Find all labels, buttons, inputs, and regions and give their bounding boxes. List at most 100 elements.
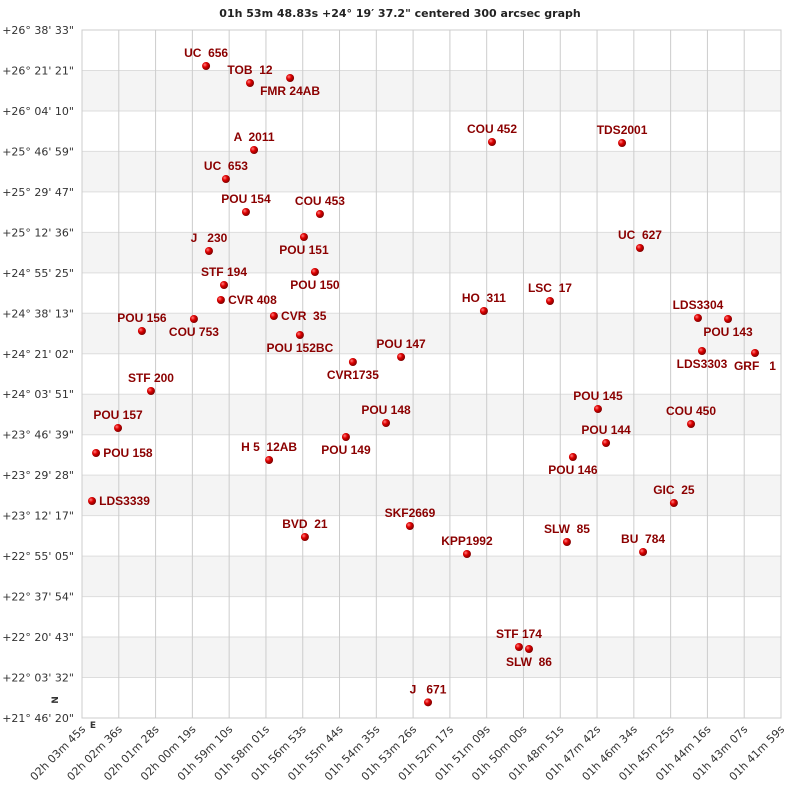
y-tick-label: +23° 12' 17" [2,510,74,523]
star-marker[interactable] [514,643,523,652]
y-tick-label: +25° 46' 59" [2,145,74,158]
star-marker[interactable] [204,247,213,256]
star-marker[interactable] [246,79,255,88]
star-label: SKF2669 [385,506,436,520]
star-marker[interactable] [269,312,278,321]
y-tick-label: +26° 04' 10" [2,105,74,118]
star-marker[interactable] [669,498,678,507]
grid-band [82,637,781,678]
star-marker[interactable] [698,347,707,356]
star-marker[interactable] [295,331,304,340]
grid-band [82,272,781,314]
star-marker[interactable] [424,698,433,707]
star-marker[interactable] [241,208,250,217]
star-marker[interactable] [315,209,324,218]
y-tick-label: +24° 03' 51" [2,388,74,401]
grid-band [82,556,781,597]
star-marker[interactable] [479,307,488,316]
star-marker[interactable] [219,280,228,289]
star-marker[interactable] [88,496,97,505]
star-marker[interactable] [146,387,155,396]
y-tick-label: +22° 55' 05" [2,550,74,563]
star-marker[interactable] [562,538,571,547]
star-label: TDS2001 [597,123,648,137]
star-label: POU 144 [581,423,631,437]
y-tick-label: +23° 46' 39" [2,429,74,442]
star-marker[interactable] [593,404,602,413]
grid-band [82,596,781,638]
star-label: HO 311 [462,291,506,305]
grid-band [82,353,781,395]
star-marker[interactable] [602,439,611,448]
star-label: GRF 1 [734,359,776,373]
star-marker[interactable] [750,349,759,358]
grid-band [82,475,781,516]
star-marker[interactable] [487,137,496,146]
star-label: POU 158 [103,446,153,460]
grid-band [82,232,781,273]
y-tick-label: +24° 38' 13" [2,307,74,320]
star-marker[interactable] [286,74,295,83]
grid-band [82,191,781,233]
star-marker[interactable] [693,314,702,323]
star-marker[interactable] [635,243,644,252]
star-marker[interactable] [265,456,274,465]
star-marker[interactable] [189,314,198,323]
star-label: COU 452 [467,122,517,136]
grid-band [82,110,781,152]
y-tick-label: +21° 46' 20" [2,712,74,725]
star-marker[interactable] [524,645,533,654]
star-marker[interactable] [462,550,471,559]
grid-band [82,151,781,192]
north-marker: N [51,696,61,704]
star-marker[interactable] [310,268,319,277]
star-label: TOB 12 [227,63,272,77]
y-tick-label: +25° 29' 47" [2,186,74,199]
y-tick-label: +24° 21' 02" [2,348,74,361]
star-marker[interactable] [348,357,357,366]
star-label: POU 146 [548,463,598,477]
star-marker[interactable] [114,423,123,432]
star-label: COU 753 [169,325,219,339]
y-tick-label: +22° 03' 32" [2,672,74,685]
grid-band [82,394,781,435]
star-marker[interactable] [568,452,577,461]
star-label: CVR 408 [228,293,277,307]
star-marker[interactable] [341,433,350,442]
star-label: SLW 85 [544,522,590,536]
star-label: BU 784 [621,532,665,546]
star-label: BVD 21 [282,517,328,531]
star-label: KPP1992 [441,534,493,548]
star-marker[interactable] [216,295,225,304]
star-marker[interactable] [300,533,309,542]
y-tick-label: +24° 55' 25" [2,267,74,280]
star-label: UC 627 [618,228,662,242]
grid-band [82,70,781,111]
star-label: FMR 24AB [260,84,320,98]
y-tick-label: +26° 21' 21" [2,64,74,77]
star-label: POU 149 [321,443,371,457]
east-marker: E [90,721,96,731]
star-marker[interactable] [221,175,230,184]
star-marker[interactable] [618,138,627,147]
star-marker[interactable] [92,449,101,458]
star-marker[interactable] [202,61,211,70]
star-marker[interactable] [687,420,696,429]
star-marker[interactable] [545,297,554,306]
grid-band [82,30,781,71]
star-marker[interactable] [724,314,733,323]
star-marker[interactable] [382,418,391,427]
star-label: POU 145 [573,389,623,403]
star-label: CVR 35 [281,309,327,323]
star-marker[interactable] [137,326,146,335]
star-marker[interactable] [639,548,648,557]
star-label: POU 150 [290,278,340,292]
y-tick-label: +22° 37' 54" [2,591,74,604]
star-marker[interactable] [397,352,406,361]
star-marker[interactable] [250,146,259,155]
star-marker[interactable] [405,522,414,531]
star-label: COU 450 [666,404,716,418]
star-marker[interactable] [299,233,308,242]
star-label: POU 151 [279,243,329,257]
